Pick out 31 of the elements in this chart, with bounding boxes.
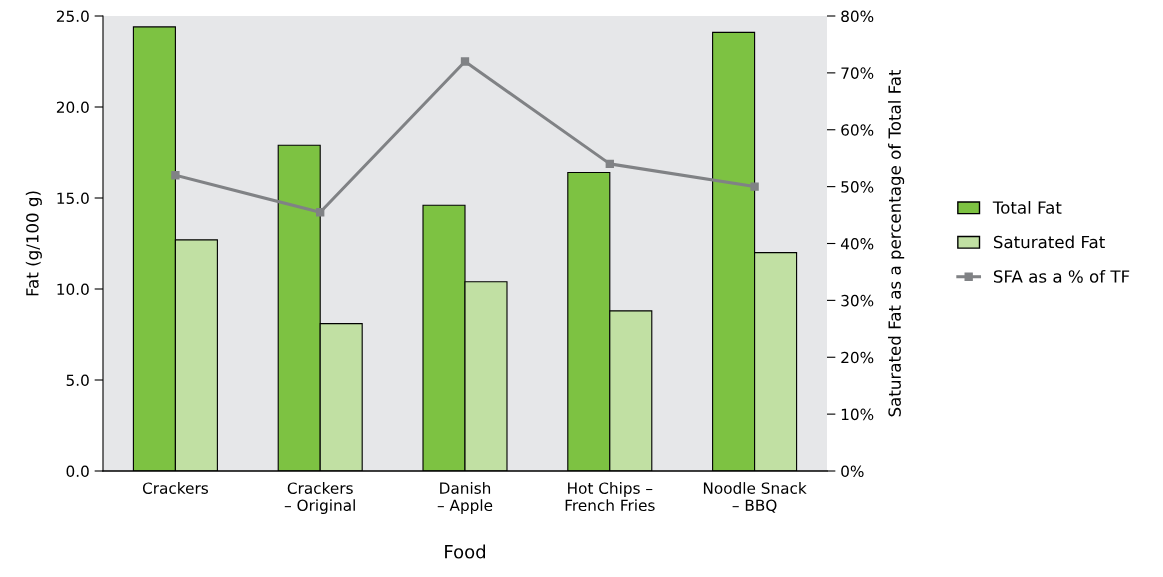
point — [460, 57, 470, 66]
y-tick-label: 25.0 — [56, 10, 89, 23]
y2-tick-label: 50% — [841, 181, 874, 193]
x-tick-label: Hot Chips – French Fries — [565, 482, 655, 512]
point — [316, 208, 325, 217]
y2-axis-title: Saturated Fat as a percentage of Total Fat — [888, 69, 905, 417]
point — [750, 182, 759, 191]
y-tick-label: 15.0 — [57, 192, 89, 205]
y2-tick-label: 10% — [841, 408, 874, 421]
y-tick-label: 20.0 — [56, 101, 89, 114]
legend-label: Total Fat — [992, 200, 1062, 214]
y2-tick-label: 20% — [841, 351, 874, 364]
x-axis-title: Food — [445, 544, 485, 559]
x-tick-label: Crackers — [142, 482, 208, 494]
y2-tick-label: 40% — [840, 237, 874, 250]
y2-tick-label: 0% — [841, 465, 864, 478]
x-tick-label: Danish – Apple — [437, 482, 493, 514]
x-tick-label: Noodle Snack – BBQ — [703, 482, 807, 513]
y2-tick-label: 30% — [841, 294, 874, 307]
legend-label: SFA as a % of TF — [993, 269, 1130, 283]
legend-label: Saturated Fat — [993, 235, 1105, 249]
x-tick-label: Crackers – Original — [284, 482, 355, 514]
y2-tick-label: 70% — [841, 67, 874, 79]
y-tick-label: 10.0 — [57, 283, 89, 296]
y2-tick-label: 60% — [841, 124, 874, 136]
y-tick-label: 5.0 — [66, 374, 89, 387]
y-axis-title: Fat (g/100 g) — [25, 191, 42, 296]
point — [171, 171, 180, 180]
y2-tick-label: 80% — [841, 10, 874, 23]
y-tick-label: 0.0 — [66, 465, 89, 478]
point — [605, 159, 614, 169]
